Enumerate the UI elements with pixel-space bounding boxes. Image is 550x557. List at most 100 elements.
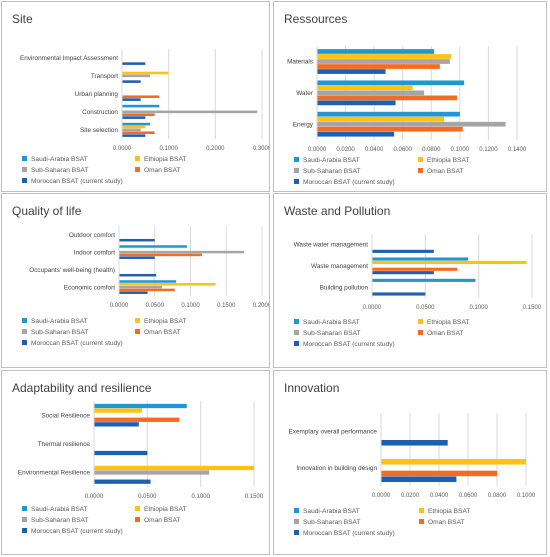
bar-moroccan-bsat-current-study-waste-management — [372, 271, 434, 275]
bar-sub-saharan-bsat-indoor-comfort — [119, 250, 245, 254]
chart-title: Waste and Pollution — [284, 204, 390, 218]
x-tick-label: 0.0000 — [113, 146, 132, 152]
x-tick-label: 0.1000 — [517, 493, 536, 499]
chart-title: Ressources — [284, 12, 347, 26]
x-tick-label: 0.0500 — [416, 305, 435, 311]
category-label: Waste water management — [294, 242, 369, 249]
x-tick-label: 0.1000 — [191, 494, 210, 500]
bar-ethiopia-bsat-water — [317, 85, 413, 91]
bar-moroccan-bsat-current-study-transport — [122, 80, 141, 83]
bar-moroccan-bsat-current-study-exemplary-overall-performance — [381, 440, 448, 446]
legend-label: Ethiopia BSAT — [428, 508, 470, 515]
legend-swatch — [294, 508, 299, 513]
legend-label: Saudi-Arabia BSAT — [303, 319, 360, 326]
legend-swatch — [418, 330, 423, 335]
legend-label: Ethiopia BSAT — [144, 506, 186, 513]
x-tick-label: 0.0200 — [401, 493, 420, 499]
bar-saudi-arabia-bsat-energy — [317, 111, 460, 117]
bar-sub-saharan-bsat-water — [317, 90, 425, 96]
legend-label: Moroccan BSAT (current study) — [303, 341, 395, 348]
x-tick-label: 0.0000 — [372, 493, 391, 499]
x-tick-label: 0.0000 — [363, 305, 382, 311]
x-tick-label: 0.0200 — [336, 147, 355, 153]
legend-label: Saudi-Arabia BSAT — [31, 318, 88, 325]
bar-moroccan-bsat-current-study-construction — [122, 116, 146, 119]
legend-swatch — [22, 167, 27, 172]
chart-title: Innovation — [284, 381, 339, 395]
legend-swatch — [294, 157, 299, 162]
legend-swatch — [419, 519, 424, 524]
bar-saudi-arabia-bsat-waste-management — [372, 257, 468, 261]
legend-swatch — [22, 329, 27, 334]
legend-label: Saudi-Arabia BSAT — [31, 506, 88, 513]
x-tick-label: 0.1400 — [508, 147, 527, 153]
category-label: Urban planning — [75, 91, 119, 98]
category-label: Transport — [91, 73, 118, 80]
legend-label: Sub-Saharan BSAT — [31, 517, 88, 524]
bar-ethiopia-bsat-innovation-in-building-design — [381, 458, 526, 465]
legend-label: Ethiopia BSAT — [427, 319, 469, 326]
legend-label: Ethiopia BSAT — [144, 156, 186, 163]
chart-waste-and-pollution: Waste and Pollution 0.0000 0.0500 0.1000 0.1… — [284, 204, 542, 348]
legend-label: Moroccan BSAT (current study) — [303, 179, 395, 186]
chart-site: Site 0.0000 0.1000 0.2000 0.3000 Site selecti… — [12, 12, 269, 185]
chart-title: Site — [12, 12, 33, 26]
bar-moroccan-bsat-current-study-materials — [317, 69, 386, 74]
chart-quality-of-life: Quality of life 0.0000 0.0500 0.1000 0.1500 0… — [12, 204, 269, 347]
legend-label: Oman BSAT — [427, 168, 464, 175]
bar-ethiopia-bsat-site-selection — [122, 125, 146, 129]
bar-ethiopia-bsat-environmental-resilience — [94, 465, 254, 471]
category-label: Thermal resilience — [38, 441, 91, 448]
legend-swatch — [294, 519, 299, 524]
x-tick-label: 0.1000 — [181, 303, 200, 309]
category-label: Outdoor comfort — [69, 232, 115, 239]
legend-label: Moroccan BSAT (current study) — [31, 340, 123, 347]
legend-swatch — [22, 318, 27, 323]
bar-oman-bsat-materials — [317, 64, 440, 69]
bar-saudi-arabia-bsat-economic-comfort — [119, 280, 177, 283]
category-label: Site selection — [80, 127, 118, 134]
panel-site: Site 0.0000 0.1000 0.2000 0.3000 Site selecti… — [1, 1, 270, 192]
x-tick-label: 0.1500 — [245, 494, 264, 500]
legend-label: Oman BSAT — [144, 329, 181, 336]
legend-label: Moroccan BSAT (current study) — [31, 528, 123, 535]
x-tick-label: 0.0000 — [110, 303, 129, 309]
bar-moroccan-bsat-current-study-water — [317, 100, 396, 106]
bar-ethiopia-bsat-transport — [122, 71, 169, 75]
x-tick-label: 0.0600 — [394, 147, 413, 153]
bar-moroccan-bsat-current-study-environmental-impact-assessment — [122, 62, 146, 65]
bar-oman-bsat-waste-management — [372, 267, 458, 271]
bar-moroccan-bsat-current-study-waste-water-management — [372, 249, 434, 253]
panel-quality-of-life: Quality of life 0.0000 0.0500 0.1000 0.1500 0… — [1, 193, 270, 368]
legend-swatch — [135, 167, 140, 172]
bar-sub-saharan-bsat-economic-comfort — [119, 285, 162, 289]
legend-swatch — [294, 168, 299, 173]
panel-waste-and-pollution: Waste and Pollution 0.0000 0.0500 0.1000 0.1… — [273, 193, 547, 368]
category-label: Innovation in building design — [296, 465, 377, 472]
category-label: Occupants' well-being (health) — [29, 267, 115, 274]
legend-swatch — [419, 508, 424, 513]
bar-ethiopia-bsat-materials — [317, 54, 452, 59]
bar-oman-bsat-site-selection — [122, 131, 155, 135]
bar-ethiopia-bsat-social-resilience — [94, 408, 142, 413]
legend-swatch — [418, 319, 423, 324]
x-tick-label: 0.1000 — [451, 147, 470, 153]
legend-swatch — [135, 517, 140, 522]
bar-moroccan-bsat-current-study-occupants-well-being-health — [119, 273, 157, 277]
bar-moroccan-bsat-current-study-social-resilience — [94, 422, 139, 427]
legend-swatch — [22, 178, 27, 183]
bar-oman-bsat-construction — [122, 113, 155, 117]
chart-adaptability-and-resilience: Adaptability and resilience 0.0000 0.0500 0… — [12, 381, 264, 535]
bar-oman-bsat-indoor-comfort — [119, 253, 202, 257]
category-label: Waste management — [311, 263, 368, 270]
bar-sub-saharan-bsat-environmental-resilience — [94, 470, 210, 475]
legend-swatch — [135, 156, 140, 161]
bar-saudi-arabia-bsat-indoor-comfort — [119, 245, 187, 248]
legend-label: Sub-Saharan BSAT — [31, 329, 88, 336]
bar-saudi-arabia-bsat-social-resilience — [94, 403, 187, 409]
bar-moroccan-bsat-current-study-economic-comfort — [119, 291, 148, 294]
x-tick-label: 0.3000 — [253, 146, 269, 152]
bar-moroccan-bsat-current-study-environmental-resilience — [94, 479, 151, 484]
x-tick-label: 0.1500 — [217, 303, 236, 309]
bar-sub-saharan-bsat-transport — [122, 74, 150, 78]
